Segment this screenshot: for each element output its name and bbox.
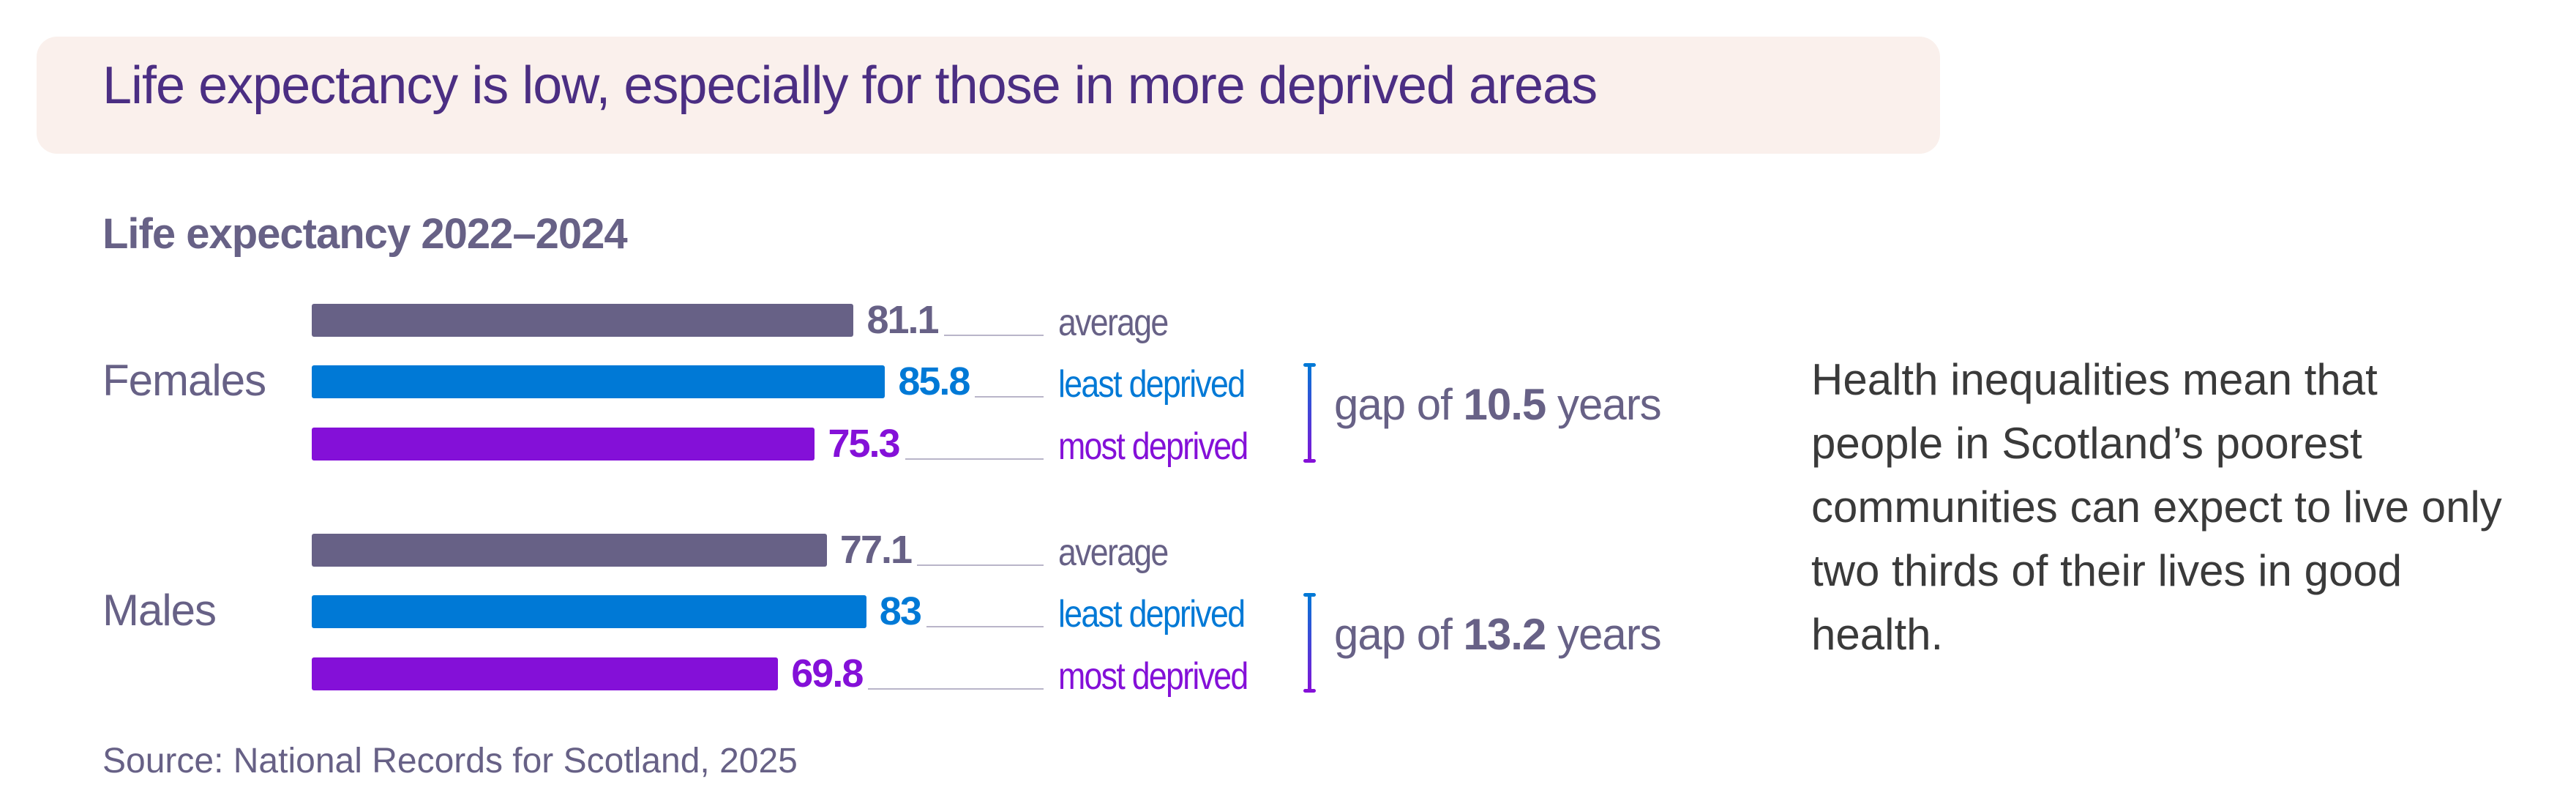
title-banner: [37, 37, 1940, 154]
leader-line: [917, 564, 1044, 566]
category-label-males: Males: [102, 586, 217, 635]
leader-line: [943, 335, 1044, 336]
gap-suffix: years: [1546, 610, 1662, 659]
value-label: 85.8: [898, 359, 970, 403]
source-note: Source: National Records for Scotland, 2…: [102, 742, 798, 780]
series-label: most deprived: [1058, 425, 1248, 468]
bar-females-least-deprived: [312, 365, 886, 398]
chart-title: Life expectancy 2022–2024: [102, 210, 628, 258]
gap-annotation: gap of 13.2 years: [1334, 609, 1662, 660]
bar-males-most-deprived: [312, 657, 779, 690]
leader-line: [926, 626, 1044, 627]
gap-value: 10.5: [1463, 380, 1547, 429]
gap-prefix: gap of: [1334, 380, 1464, 429]
value-label: 75.3: [828, 422, 900, 466]
leader-line: [975, 396, 1044, 398]
gap-annotation: gap of 10.5 years: [1334, 379, 1662, 430]
bar-females-average: [312, 304, 854, 337]
gap-value: 13.2: [1463, 610, 1547, 659]
bar-males-least-deprived: [312, 595, 866, 628]
value-label: 69.8: [791, 652, 864, 696]
series-label: average: [1058, 532, 1169, 574]
page-title: Life expectancy is low, especially for t…: [102, 56, 1598, 115]
series-label: least deprived: [1058, 363, 1246, 406]
value-label: 77.1: [839, 528, 913, 572]
gap-bracket: [1303, 593, 1316, 693]
bar-males-average: [312, 534, 827, 567]
series-label: average: [1058, 302, 1169, 344]
gap-suffix: years: [1546, 380, 1662, 429]
value-label: 81.1: [866, 298, 939, 342]
series-label: least deprived: [1058, 593, 1246, 635]
explanatory-note: Health inequalities mean that people in …: [1811, 355, 2502, 659]
value-label: 83: [879, 589, 922, 633]
gap-bracket: [1303, 363, 1316, 463]
series-label: most deprived: [1058, 655, 1248, 698]
gap-prefix: gap of: [1334, 610, 1464, 659]
leader-line: [905, 458, 1044, 460]
bar-females-most-deprived: [312, 428, 815, 461]
category-label-females: Females: [102, 356, 266, 405]
leader-line: [868, 688, 1044, 690]
